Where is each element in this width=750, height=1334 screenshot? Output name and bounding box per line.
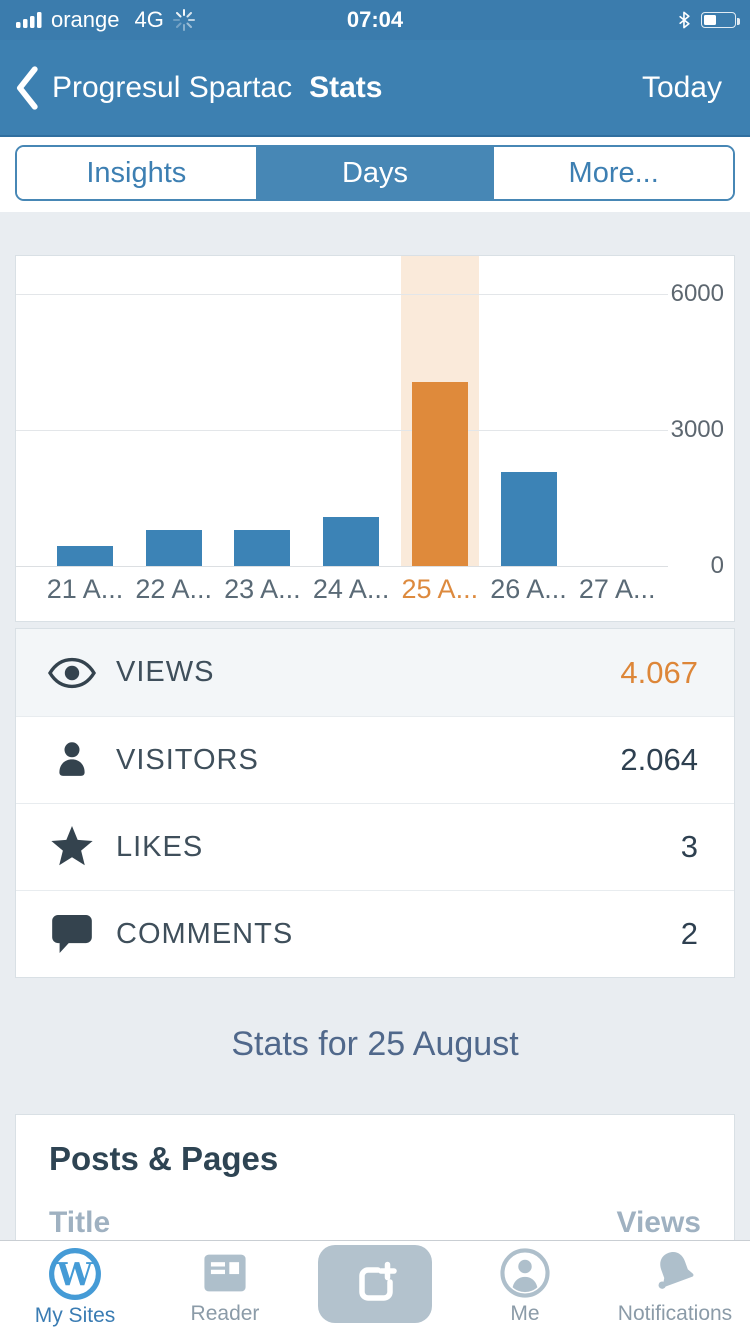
battery-icon xyxy=(701,12,740,28)
views-value: 4.067 xyxy=(620,654,698,690)
x-axis-label-7[interactable]: 27 A... xyxy=(578,574,656,604)
comments-value: 2 xyxy=(680,916,698,951)
tab-reader[interactable]: Reader xyxy=(150,1241,300,1334)
carrier-label: orange xyxy=(51,7,120,32)
back-site-label: Progresul Spartac xyxy=(52,70,293,104)
posts-pages-column-headers: Title Views xyxy=(49,1206,701,1240)
back-button[interactable]: Progresul Spartac xyxy=(14,65,293,110)
svg-text:W: W xyxy=(56,1255,94,1293)
tab-more[interactable]: More... xyxy=(494,147,733,199)
y-axis-label-3000: 3000 xyxy=(670,416,724,443)
me-icon xyxy=(499,1247,551,1299)
bottom-tab-bar: W My Sites Reader xyxy=(0,1240,750,1334)
bar-21[interactable] xyxy=(57,545,113,566)
tab-days[interactable]: Days xyxy=(255,147,495,199)
status-bar: orange 4G 07:04 xyxy=(0,0,750,40)
comments-row[interactable]: COMMENTS 2 xyxy=(16,890,734,977)
y-axis-label-6000: 6000 xyxy=(670,280,724,307)
back-chevron-icon xyxy=(14,65,40,110)
posts-pages-card: Posts & Pages Title Views xyxy=(15,1114,735,1248)
views-chart-card: 0 3000 6000 21 A... 22 A... 23 A... 24 A... 25 … xyxy=(15,255,735,622)
my-sites-label: My Sites xyxy=(34,1304,116,1327)
tab-notifications[interactable]: Notifications xyxy=(600,1241,750,1334)
bar-24[interactable] xyxy=(323,517,380,566)
activity-spinner-icon xyxy=(172,9,195,31)
today-button[interactable]: Today xyxy=(641,70,722,104)
notifications-bell-icon xyxy=(649,1247,701,1299)
bluetooth-icon xyxy=(678,11,691,29)
signal-strength-icon xyxy=(16,12,42,28)
status-left: orange 4G xyxy=(16,7,195,33)
eye-icon xyxy=(47,657,97,689)
stats-page: 0 3000 6000 21 A... 22 A... 23 A... 24 A... 25 … xyxy=(0,212,750,1248)
visitors-value: 2.064 xyxy=(620,742,698,777)
wordpress-logo-icon: W xyxy=(48,1247,102,1301)
tab-me[interactable]: Me xyxy=(450,1241,600,1334)
person-icon xyxy=(47,740,97,780)
tab-insights[interactable]: Insights xyxy=(17,147,256,199)
tab-my-sites[interactable]: W My Sites xyxy=(0,1241,150,1334)
likes-value: 3 xyxy=(680,829,698,864)
new-post-button[interactable] xyxy=(318,1245,432,1323)
bar-26[interactable] xyxy=(500,472,557,566)
x-axis-label-3[interactable]: 23 A... xyxy=(224,574,301,604)
bar-22[interactable] xyxy=(145,529,202,566)
segmented-strip: Insights Days More... xyxy=(0,139,750,212)
me-label: Me xyxy=(510,1302,540,1325)
clock: 07:04 xyxy=(346,7,404,32)
views-bar-chart[interactable]: 0 3000 6000 21 A... 22 A... 23 A... 24 A... 25 … xyxy=(16,256,734,621)
x-axis-label-6[interactable]: 26 A... xyxy=(490,574,567,604)
tab-new-post[interactable] xyxy=(300,1241,450,1334)
battery-fill xyxy=(704,15,716,25)
period-tabs: Insights Days More... xyxy=(15,145,735,201)
notifications-label: Notifications xyxy=(617,1302,733,1325)
visitors-label: VISITORS xyxy=(116,743,259,776)
x-axis-label-5[interactable]: 25 A... xyxy=(401,574,479,604)
nav-bar: Progresul Spartac Stats Today xyxy=(0,40,750,137)
star-icon xyxy=(47,826,97,868)
reader-icon xyxy=(199,1247,251,1299)
reader-label: Reader xyxy=(190,1302,260,1325)
bar-25[interactable] xyxy=(411,381,468,566)
likes-label: LIKES xyxy=(116,830,204,863)
column-views: Views xyxy=(616,1206,701,1239)
x-axis-label-1[interactable]: 21 A... xyxy=(46,574,124,604)
gridline-6000 xyxy=(16,294,668,295)
views-label: VIEWS xyxy=(116,656,215,688)
gridline-0 xyxy=(16,566,668,567)
views-row[interactable]: VIEWS 4.067 xyxy=(16,629,734,716)
section-heading: Stats for 25 August xyxy=(231,1025,519,1063)
x-axis-label-4[interactable]: 24 A... xyxy=(312,574,390,604)
gridline-3000 xyxy=(16,430,668,431)
network-type-label: 4G xyxy=(134,7,164,32)
bar-23[interactable] xyxy=(234,529,291,566)
likes-row[interactable]: LIKES 3 xyxy=(16,803,734,890)
page-title: Stats xyxy=(309,70,383,104)
summary-card: VIEWS 4.067 VISITORS 2.064 xyxy=(15,628,735,978)
comment-icon xyxy=(47,915,97,953)
comments-label: COMMENTS xyxy=(116,917,294,950)
y-axis-label-0: 0 xyxy=(710,552,724,579)
posts-pages-heading: Posts & Pages xyxy=(49,1140,279,1177)
visitors-row[interactable]: VISITORS 2.064 xyxy=(16,716,734,803)
x-axis-label-2[interactable]: 22 A... xyxy=(135,574,212,604)
column-title: Title xyxy=(49,1206,111,1239)
status-right xyxy=(678,11,740,29)
